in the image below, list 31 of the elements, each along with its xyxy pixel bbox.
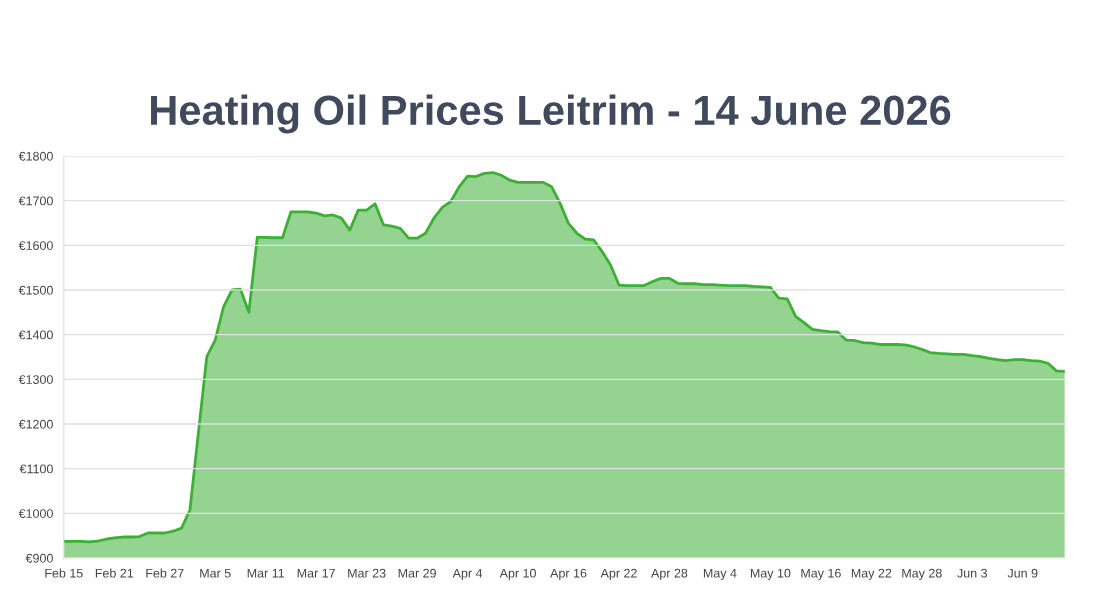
x-tick-label: Apr 10 <box>499 568 536 581</box>
x-tick-label: May 28 <box>902 568 942 581</box>
x-tick-label: Mar 29 <box>398 568 436 578</box>
x-tick-label: May 4 <box>703 568 737 581</box>
y-tick-label: €1600 <box>18 241 53 250</box>
x-tick-label: Feb 27 <box>146 568 184 578</box>
x-tick-label: Apr 22 <box>600 568 637 581</box>
chart-title: Heating Oil Prices Leitrim - 14 June 2026 <box>151 94 951 134</box>
x-tick-label: Feb 21 <box>95 568 134 578</box>
x-tick-label: Mar 11 <box>247 568 285 578</box>
x-tick-label: Feb 15 <box>45 568 83 578</box>
y-tick-label: €1200 <box>18 419 53 429</box>
y-tick-label: €1500 <box>18 285 53 295</box>
y-tick-label: €900 <box>25 553 53 563</box>
y-tick-label: €1100 <box>19 464 53 474</box>
y-tick-label: €1800 <box>18 151 53 161</box>
x-tick-label: Jun 3 <box>957 568 988 578</box>
y-tick-label: €1700 <box>18 196 53 206</box>
x-tick-label: Mar 23 <box>348 568 386 578</box>
x-tick-label: Apr 28 <box>651 568 688 581</box>
x-tick-label: May 22 <box>851 568 892 581</box>
x-tick-label: May 10 <box>750 568 791 581</box>
x-tick-label: Mar 5 <box>200 568 231 578</box>
x-tick-label: May 16 <box>801 568 841 581</box>
x-tick-label: Mar 17 <box>297 568 335 578</box>
x-tick-label: Jun 9 <box>1007 568 1038 578</box>
y-tick-label: €1400 <box>18 330 53 340</box>
y-tick-label: €1300 <box>18 375 53 384</box>
y-tick-label: €1000 <box>18 509 53 518</box>
x-tick-label: Apr 4 <box>452 568 483 581</box>
x-tick-label: Apr 16 <box>550 568 587 581</box>
